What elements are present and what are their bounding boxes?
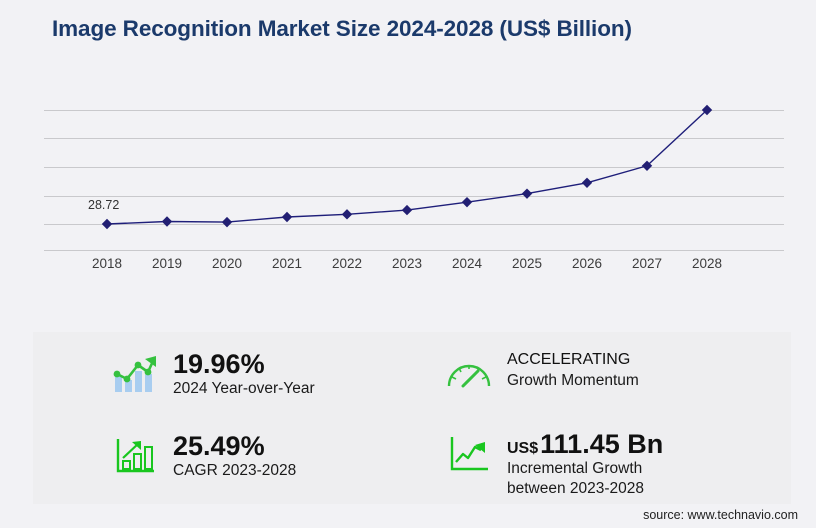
data-point-2020	[221, 216, 233, 228]
x-tick-2021: 2021	[271, 256, 303, 271]
speedometer-icon	[445, 350, 493, 398]
x-tick-2020: 2020	[211, 256, 243, 271]
page-title: Image Recognition Market Size 2024-2028 …	[52, 16, 632, 41]
stat-yoy: 19.96% 2024 Year-over-Year	[111, 349, 315, 399]
gridline	[44, 224, 784, 225]
data-point-2023	[401, 204, 413, 216]
stat-yoy-label: 2024 Year-over-Year	[173, 380, 315, 398]
x-tick-2026: 2026	[571, 256, 603, 271]
data-point-label-2018: 28.72	[88, 198, 120, 212]
series-path-group	[101, 104, 713, 230]
x-tick-2028: 2028	[691, 256, 723, 271]
stat-incremental-unit: US$	[507, 440, 539, 457]
stat-incremental-growth: US$111.45 Bn Incremental Growth between …	[445, 429, 664, 498]
stat-incremental-number: 111.45 Bn	[540, 429, 664, 459]
data-point-2022	[341, 209, 353, 220]
stat-incremental-value: US$111.45 Bn	[507, 429, 664, 459]
data-point-2019	[161, 216, 173, 227]
stat-cagr-label: CAGR 2023-2028	[173, 462, 297, 480]
stat-incremental-label-line1: Incremental Growth	[507, 460, 643, 478]
stat-cagr-value: 25.49%	[173, 431, 265, 461]
data-point-2021	[281, 211, 293, 223]
stat-momentum: ACCELERATING Growth Momentum	[445, 350, 639, 398]
data-point-2024	[461, 196, 473, 208]
data-point-2027	[641, 160, 653, 171]
x-tick-2027: 2027	[631, 256, 663, 271]
stat-incremental-label-line2: between 2023-2028	[507, 479, 645, 497]
stat-momentum-label: Growth Momentum	[507, 371, 639, 389]
growth-bar-chart-icon	[111, 350, 159, 398]
stat-momentum-text: ACCELERATING Growth Momentum	[507, 350, 639, 390]
x-tick-2018: 2018	[91, 256, 123, 271]
x-tick-2025: 2025	[511, 256, 543, 271]
source-footer: source: www.technavio.com	[643, 508, 798, 522]
stat-incremental-text: US$111.45 Bn Incremental Growth between …	[507, 429, 664, 498]
x-tick-2022: 2022	[331, 256, 363, 271]
x-tick-2019: 2019	[151, 256, 183, 271]
stat-cagr-text: 25.49% CAGR 2023-2028	[173, 431, 297, 481]
x-axis-line	[44, 250, 784, 251]
series-markers	[101, 104, 713, 230]
line-chart: 28.72 2018 2019 2020 2021 2022 2023 2024…	[0, 88, 816, 288]
gridline	[44, 110, 784, 111]
stat-yoy-value: 19.96%	[173, 349, 265, 379]
trend-line-icon	[445, 430, 493, 478]
plot-area	[44, 88, 784, 253]
gridline	[44, 196, 784, 197]
gridline	[44, 138, 784, 139]
gridline	[44, 167, 784, 168]
stats-panel: 19.96% 2024 Year-over-Year ACCELERATING	[33, 332, 791, 504]
stat-momentum-headline: ACCELERATING	[507, 351, 631, 368]
stat-yoy-text: 19.96% 2024 Year-over-Year	[173, 349, 315, 399]
data-point-2028	[701, 104, 713, 116]
x-tick-2023: 2023	[391, 256, 423, 271]
x-tick-2024: 2024	[451, 256, 483, 271]
x-axis-labels: 2018 2019 2020 2021 2022 2023 2024 2025 …	[0, 256, 816, 280]
data-point-2026	[581, 177, 593, 188]
bar-chart-arrow-icon	[111, 432, 159, 480]
data-point-2018	[101, 218, 113, 230]
data-point-2025	[521, 188, 533, 199]
stat-cagr: 25.49% CAGR 2023-2028	[111, 431, 297, 481]
